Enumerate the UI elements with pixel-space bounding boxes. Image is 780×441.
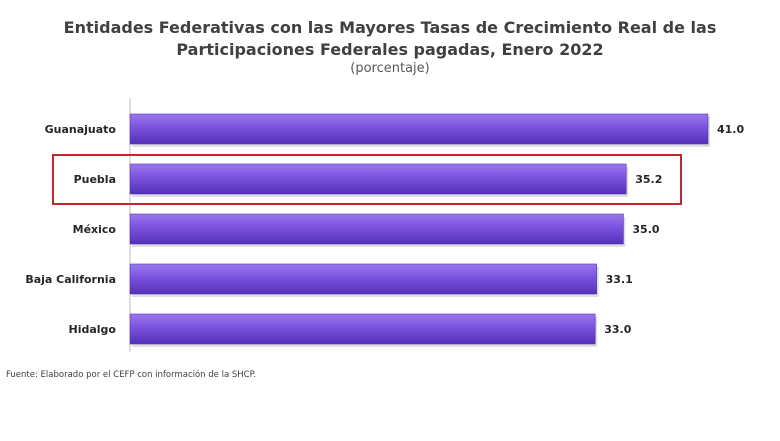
value-label-baja-california: 33.1 (606, 273, 633, 286)
bar-guanajuato (129, 113, 709, 145)
category-label-guanajuato: Guanajuato (45, 123, 117, 136)
bar-baja-california (129, 263, 597, 295)
value-label-guanajuato: 41.0 (717, 123, 744, 136)
value-label-puebla: 35.2 (635, 173, 662, 186)
bar-puebla (129, 163, 627, 195)
category-label-m-xico: México (73, 223, 117, 236)
bar-m-xico (129, 213, 624, 245)
highlight-box-puebla (52, 154, 682, 205)
source-note: Fuente: Elaborado por el CEFP con inform… (6, 370, 257, 380)
bar-hidalgo (129, 313, 596, 345)
chart-subtitle: (porcentaje) (350, 61, 430, 76)
category-label-puebla: Puebla (74, 173, 116, 186)
chart-title-line-1: Entidades Federativas con las Mayores Ta… (63, 18, 717, 37)
chart-title-line-2: Participaciones Federales pagadas, Enero… (176, 40, 604, 59)
category-label-hidalgo: Hidalgo (69, 323, 117, 336)
category-label-baja-california: Baja California (25, 273, 116, 286)
value-label-m-xico: 35.0 (632, 223, 659, 236)
value-label-hidalgo: 33.0 (604, 323, 631, 336)
